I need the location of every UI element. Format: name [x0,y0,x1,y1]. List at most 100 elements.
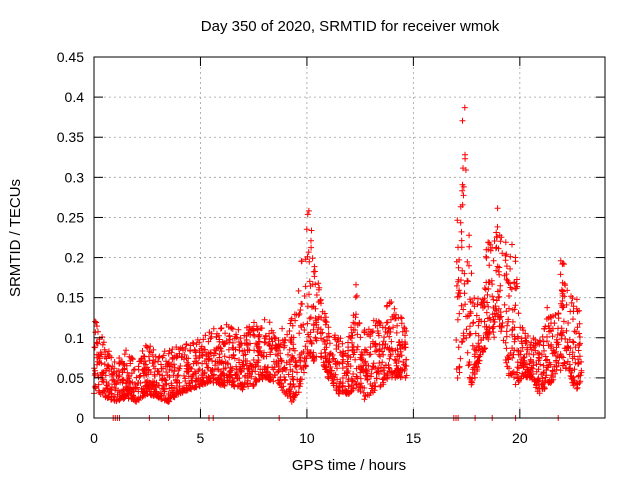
data-point [104,394,111,401]
data-point [376,360,383,366]
data-point [214,366,221,373]
data-point [390,370,397,376]
data-point [212,350,219,357]
data-point [387,351,394,358]
data-point [541,384,548,390]
data-point [306,333,312,340]
data-point [560,318,567,325]
data-point [288,315,295,322]
data-point [292,391,299,398]
data-point [116,355,123,361]
data-point [252,368,259,375]
data-point [295,312,302,319]
data-point [199,360,206,367]
data-point [135,397,142,404]
data-point [398,352,405,359]
data-point [517,351,524,358]
data-point [466,232,473,239]
data-point [474,359,481,366]
data-point [312,305,319,312]
data-point [574,324,581,331]
data-point [391,356,398,363]
data-point [487,247,494,254]
data-point [576,330,583,337]
data-point [509,354,516,361]
data-point [229,365,236,372]
data-point [467,323,473,330]
data-point [486,314,493,321]
data-point [323,344,330,351]
data-point [372,364,379,371]
data-point [503,333,510,340]
data-point [337,378,344,385]
data-point [511,338,518,345]
data-point [290,345,297,352]
data-point [311,263,318,270]
data-point [514,347,521,354]
data-point [223,321,230,328]
data-point [179,353,186,360]
data-point [557,271,564,278]
data-point [377,353,384,360]
y-tick-label: 0.4 [65,89,85,105]
data-point [285,371,292,378]
data-point [539,375,546,382]
data-point [364,331,371,338]
data-point [567,345,574,352]
data-point [286,358,293,365]
data-point [220,366,227,372]
data-point [325,324,332,331]
data-point [467,310,474,317]
data-point [306,258,313,265]
data-point [105,362,111,369]
data-point [512,336,518,343]
data-point [253,343,260,350]
data-point [345,383,352,390]
data-point [120,360,127,367]
data-point [198,372,205,378]
data-point [457,203,464,210]
data-point [530,335,537,342]
data-point [325,359,332,366]
data-point [473,312,480,319]
data-point [145,353,152,360]
data-point [275,347,282,354]
data-point [236,375,243,382]
data-point [356,319,363,326]
data-point [247,360,253,367]
data-point [244,380,251,387]
data-point [242,373,248,380]
data-point [517,348,524,355]
data-point [456,256,463,263]
data-point [533,381,539,388]
data-point [101,361,108,368]
data-point [163,369,170,375]
data-point [565,320,572,326]
data-point [219,380,226,387]
data-point [128,389,135,396]
data-point [306,278,313,285]
data-point [532,343,539,349]
data-point [187,364,193,371]
data-point [209,366,216,373]
data-point [354,343,361,350]
data-point [399,328,406,335]
data-point [296,383,303,390]
data-point [548,378,555,385]
data-point [289,322,296,329]
data-point [454,316,461,323]
data-point [133,374,140,381]
data-point [348,329,355,336]
data-point [481,345,488,352]
data-point [480,298,487,305]
data-point [340,348,346,355]
data-point [307,350,314,357]
data-point [559,260,566,267]
data-point [395,371,402,378]
data-point [111,359,118,365]
data-point [460,192,467,199]
data-point [100,387,107,394]
data-point [456,287,463,294]
data-point [522,340,529,347]
